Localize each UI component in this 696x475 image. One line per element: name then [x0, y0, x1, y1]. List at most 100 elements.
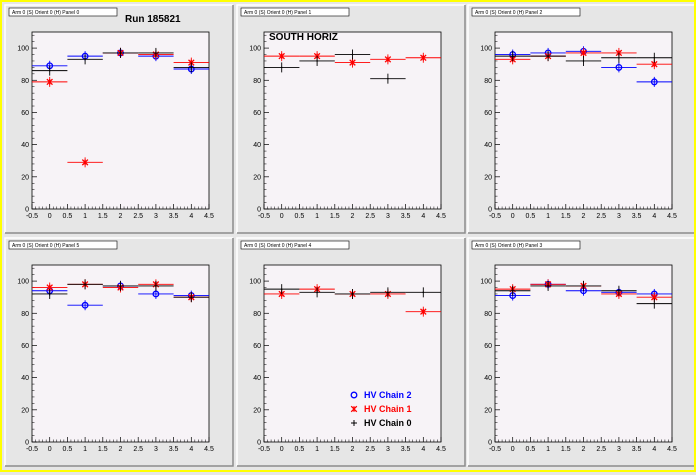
panel-5: Arm 0 (S) Orient 0 (H) Panel 3-0.5 0 0.5 1 1…: [467, 237, 696, 467]
panel-title-box: Arm 0 (S) Orient 0 (H) Panel 2: [471, 7, 581, 17]
x-tick-label: 3.5: [169, 446, 179, 453]
data-point: [152, 290, 160, 298]
panel-title-frame: [8, 240, 118, 250]
x-tick-label: 1: [546, 213, 550, 220]
data-point: [46, 78, 53, 86]
data-point: [582, 60, 585, 62]
data-point: [81, 301, 89, 309]
x-tick-label: 3: [386, 446, 390, 453]
panel-bevel-light: [236, 4, 465, 233]
y-tick-label: 40: [21, 375, 29, 382]
data-point: [84, 283, 86, 286]
x-tick-label: 0: [48, 213, 52, 220]
x-tick-label: 4.5: [436, 446, 446, 453]
x-tick-label: 3: [154, 446, 158, 453]
data-point: [653, 56, 656, 59]
legend-label: HV Chain 0: [364, 418, 412, 428]
panel-bevel-light: [467, 4, 696, 233]
series-plus: [495, 51, 672, 66]
y-tick-label: 0: [25, 440, 29, 447]
y-tick-label: 40: [253, 142, 261, 149]
panel-title-box: Arm 0 (S) Orient 0 (H) Panel 3: [471, 240, 581, 250]
y-tick-label: 100: [480, 279, 492, 286]
panel-title-box: Arm 0 (S) Orient 0 (H) Panel 4: [240, 240, 350, 250]
panel-bevel-light: [4, 237, 233, 466]
data-point: [351, 53, 354, 56]
panel-title-text: Arm 0 (S) Orient 0 (H) Panel 5: [12, 243, 79, 249]
x-tick-label: 1.5: [330, 446, 340, 453]
x-tick-label: 2.5: [365, 446, 375, 453]
x-tick-label: 1: [315, 213, 319, 220]
data-point: [81, 159, 89, 166]
panel-title-text: Arm 0 (S) Orient 0 (H) Panel 0: [12, 10, 79, 16]
legend-marker: [350, 391, 358, 399]
data-point: [48, 69, 51, 72]
legend-marker: [350, 405, 358, 413]
x-tick-label: 0.5: [526, 446, 536, 453]
data-point: [384, 56, 392, 63]
x-tick-label: 3.5: [169, 213, 179, 220]
x-tick-label: 0: [511, 213, 515, 220]
data-point: [316, 291, 318, 294]
x-tick-label: 0.5: [63, 446, 73, 453]
series-plus: [264, 49, 406, 84]
x-tick-label: 2.5: [133, 446, 143, 453]
series-plus: [32, 47, 209, 76]
x-tick-label: 0.5: [295, 446, 305, 453]
y-tick-label: 100: [249, 279, 261, 286]
panel-title-frame: [471, 7, 581, 17]
chart-title: SOUTH HORIZ: [269, 32, 338, 43]
panel-title-box: Arm 0 (S) Orient 0 (H) Panel 0: [8, 7, 118, 17]
panel-bevel-dark: [237, 5, 466, 234]
x-tick-label: 4: [652, 213, 656, 220]
x-tick-label: 4: [189, 213, 193, 220]
panel-title-frame: [471, 240, 581, 250]
y-tick-label: 60: [21, 343, 29, 350]
data-point: [650, 78, 658, 86]
panel-title-text: Arm 0 (S) Orient 0 (H) Panel 1: [244, 10, 311, 16]
x-tick-label: 1.5: [98, 213, 108, 220]
data-point: [547, 285, 549, 287]
x-tick-label: -0.5: [26, 446, 38, 453]
panel-bevel-dark: [468, 238, 696, 467]
x-tick-label: 1: [83, 446, 87, 453]
data-point: [547, 55, 549, 57]
panel-bevel-dark: [5, 5, 234, 234]
x-tick-label: 3.5: [632, 213, 642, 220]
data-point: [420, 308, 427, 315]
y-tick-label: 20: [253, 174, 261, 181]
x-tick-label: 2.5: [133, 213, 143, 220]
series-plus: [32, 279, 209, 303]
data-point: [422, 291, 425, 294]
y-tick-label: 0: [25, 207, 29, 214]
y-tick-label: 60: [253, 110, 261, 117]
panels-svg: Arm 0 (S) Orient 0 (H) Panel 0 Run 185821…: [4, 4, 696, 467]
x-tick-label: 2: [351, 446, 355, 453]
x-tick-label: 0: [511, 446, 515, 453]
x-tick-label: -0.5: [489, 446, 501, 453]
data-point: [48, 293, 51, 295]
panel-bevel-dark: [5, 238, 234, 467]
x-tick-label: 4: [189, 446, 193, 453]
data-point: [387, 291, 389, 294]
x-tick-label: 1: [315, 446, 319, 453]
y-tick-label: 0: [257, 440, 261, 447]
y-tick-label: 80: [253, 78, 261, 85]
y-tick-label: 40: [21, 142, 29, 149]
x-tick-label: 3: [617, 213, 621, 220]
x-tick-label: 1.5: [98, 446, 108, 453]
panel-title-frame: [8, 7, 118, 17]
x-tick-label: 4.5: [204, 213, 214, 220]
y-tick-label: 0: [257, 207, 261, 214]
panel-4: Arm 0 (S) Orient 0 (H) Panel 4-0.5 0 0.5 1 1…: [236, 237, 466, 467]
panel-bevel-light: [4, 4, 233, 233]
panel-title-text: Arm 0 (S) Orient 0 (H) Panel 3: [475, 243, 542, 249]
y-tick-label: 80: [484, 311, 492, 318]
panel-bevel-dark: [468, 5, 696, 234]
panel-1: Arm 0 (S) Orient 0 (H) Panel 1 SOUTH HORI…: [236, 4, 466, 234]
y-tick-label: 40: [484, 375, 492, 382]
data-point: [280, 66, 283, 69]
panel-bevel-light: [467, 237, 696, 466]
panel-title-box: Arm 0 (S) Orient 0 (H) Panel 1: [240, 7, 350, 17]
x-tick-label: 1.5: [561, 213, 571, 220]
